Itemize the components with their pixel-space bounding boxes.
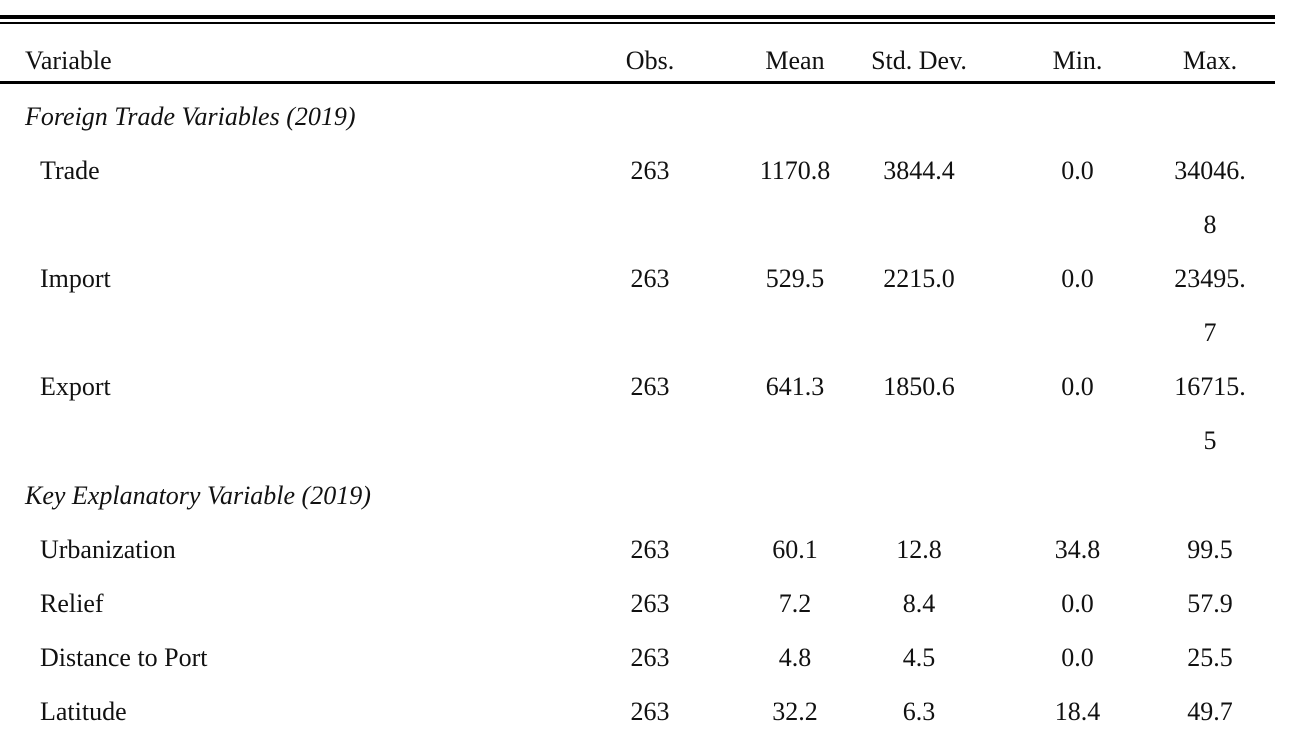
row-label: Trade <box>40 156 100 185</box>
row-sd: 3844.4 <box>883 156 955 185</box>
row-min: 0.0 <box>1061 156 1094 185</box>
row-obs: 263 <box>630 643 670 672</box>
row-sd: 6.3 <box>902 697 936 726</box>
row-mean: 529.5 <box>765 264 825 293</box>
table-top-rule-thin <box>0 22 1275 24</box>
row-min: 0.0 <box>1061 264 1094 293</box>
row-min: 0.0 <box>1061 372 1094 401</box>
row-sd: 2215.0 <box>883 264 955 293</box>
header-obs: Obs. <box>625 46 675 75</box>
row-max: 99.5 <box>1187 535 1233 564</box>
row-max-line2: 8 <box>1203 210 1217 239</box>
row-label: Distance to Port <box>40 643 208 672</box>
row-min: 0.0 <box>1061 643 1094 672</box>
row-mean: 4.8 <box>778 643 812 672</box>
header-min: Min. <box>1052 46 1103 75</box>
row-label: Export <box>40 372 111 401</box>
row-label: Relief <box>40 589 104 618</box>
section-title-key-explanatory: Key Explanatory Variable (2019) <box>25 481 371 510</box>
row-obs: 263 <box>630 372 670 401</box>
row-sd: 4.5 <box>902 643 936 672</box>
header-sd: Std. Dev. <box>871 46 967 75</box>
row-obs: 263 <box>630 156 670 185</box>
table-top-rule-thick <box>0 15 1275 19</box>
row-sd: 12.8 <box>896 535 942 564</box>
row-obs: 263 <box>630 535 670 564</box>
row-mean: 7.2 <box>778 589 812 618</box>
row-max: 25.5 <box>1187 643 1233 672</box>
row-min: 0.0 <box>1061 589 1094 618</box>
row-label: Import <box>40 264 111 293</box>
row-max: 49.7 <box>1187 697 1233 726</box>
row-min: 18.4 <box>1054 697 1101 726</box>
section-title-foreign-trade: Foreign Trade Variables (2019) <box>25 102 356 131</box>
row-mean: 60.1 <box>772 535 818 564</box>
row-sd: 1850.6 <box>883 372 955 401</box>
row-max-line1: 16715. <box>1174 372 1246 401</box>
row-label: Latitude <box>40 697 127 726</box>
header-rule <box>0 81 1275 84</box>
header-max: Max. <box>1182 46 1238 75</box>
row-max-line1: 23495. <box>1174 264 1246 293</box>
row-mean: 641.3 <box>765 372 825 401</box>
row-mean: 1170.8 <box>759 156 831 185</box>
row-obs: 263 <box>630 589 670 618</box>
header-mean: Mean <box>765 46 825 75</box>
header-variable: Variable <box>25 46 112 75</box>
row-min: 34.8 <box>1054 535 1101 564</box>
row-max-line1: 34046. <box>1174 156 1246 185</box>
row-obs: 263 <box>630 264 670 293</box>
row-max-line2: 5 <box>1203 426 1217 455</box>
row-obs: 263 <box>630 697 670 726</box>
row-sd: 8.4 <box>902 589 936 618</box>
row-mean: 32.2 <box>772 697 818 726</box>
row-label: Urbanization <box>40 535 176 564</box>
row-max: 57.9 <box>1187 589 1233 618</box>
row-max-line2: 7 <box>1203 318 1217 347</box>
